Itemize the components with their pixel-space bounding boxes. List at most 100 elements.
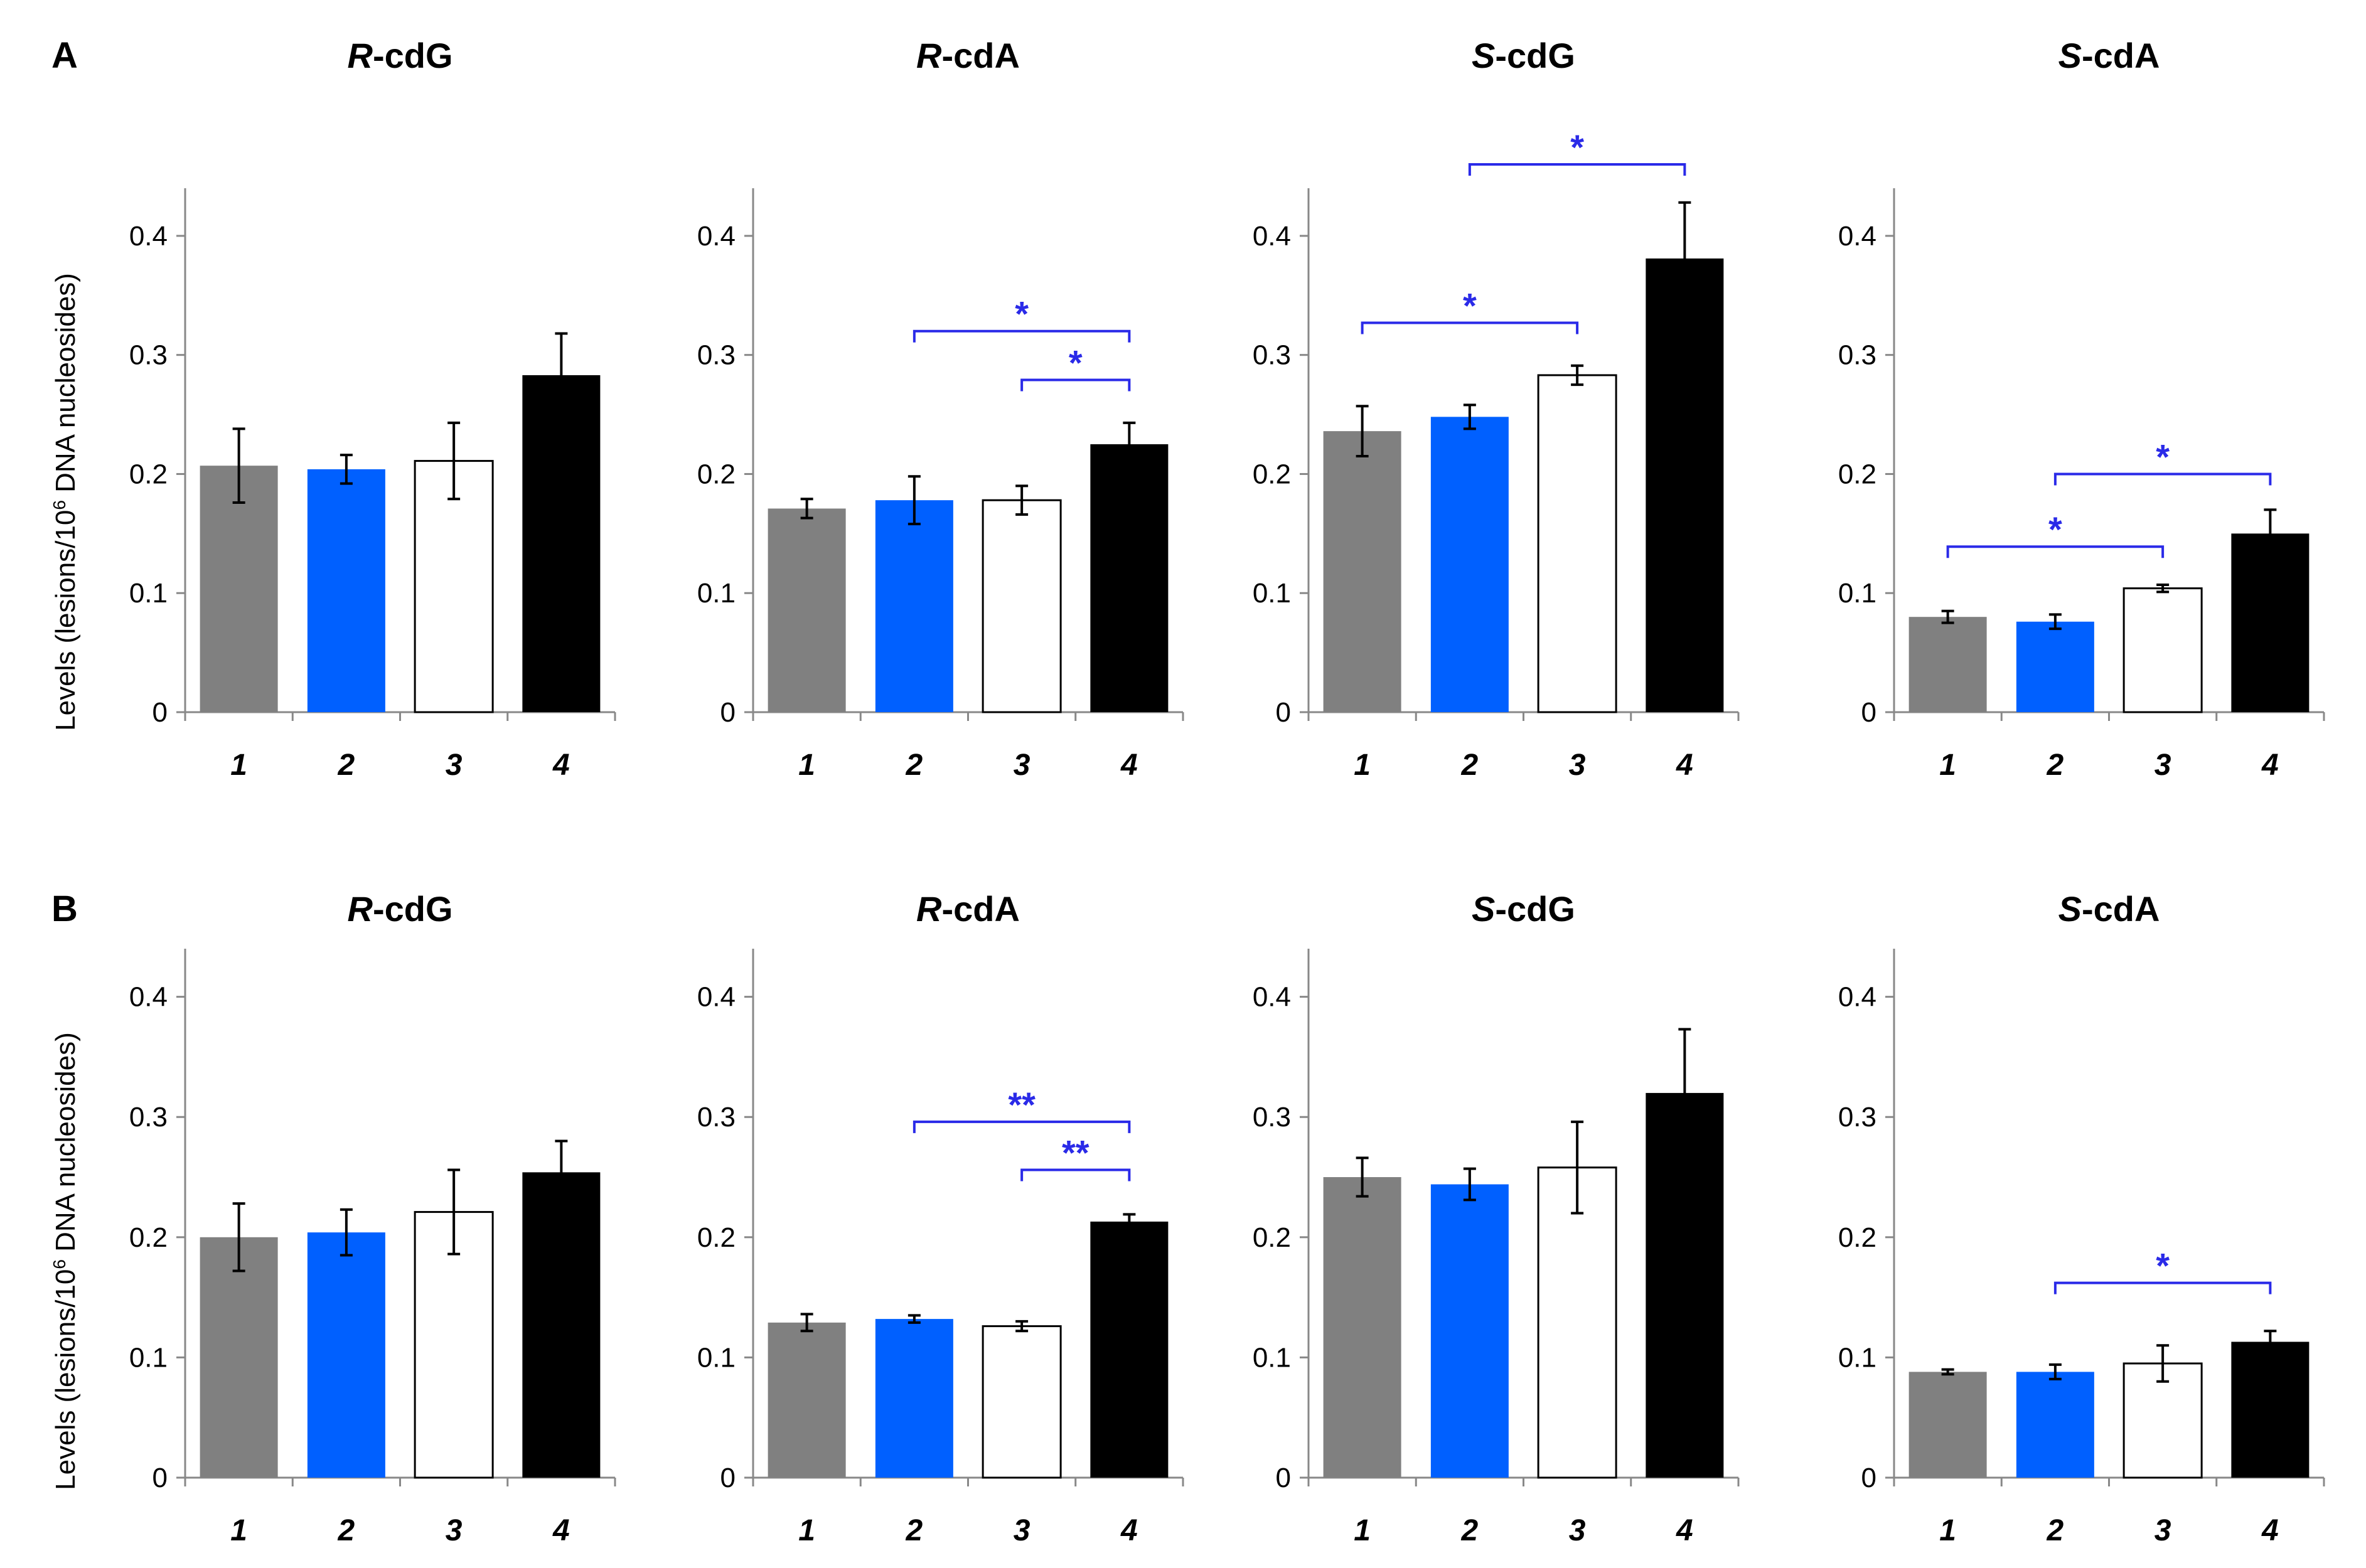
bar-1 bbox=[1323, 431, 1401, 712]
bar-3 bbox=[982, 499, 1062, 713]
significance-marker: * bbox=[2048, 509, 2062, 549]
bar-2 bbox=[1430, 1184, 1509, 1478]
x-category-label: 4 bbox=[552, 749, 570, 782]
x-category-label: 3 bbox=[446, 1514, 463, 1547]
y-tick-label: 0.4 bbox=[697, 221, 736, 252]
bar-4 bbox=[2231, 533, 2310, 712]
chart-b-rcdA: R-cdA 0 0.1 0.2 0.3 0.4 1 2 3 4 ** ** bbox=[697, 889, 1184, 1547]
chart-a-rcdG: R-cdG 0 0.1 0.2 0.3 0.4 1 2 3 4 bbox=[129, 36, 616, 782]
x-category-label: 4 bbox=[2261, 749, 2279, 782]
chart-title-suffix: -cdG bbox=[373, 36, 453, 75]
significance-bracket bbox=[1020, 1168, 1131, 1181]
x-category-label: 3 bbox=[1569, 1514, 1586, 1547]
chart-title-suffix: -cdG bbox=[1495, 889, 1575, 929]
chart-title-prefix: R bbox=[916, 889, 942, 929]
bar-2 bbox=[875, 500, 953, 712]
significance-marker: * bbox=[1570, 127, 1584, 167]
chart-title-suffix: -cdG bbox=[373, 889, 453, 929]
significance-bracket bbox=[1020, 378, 1131, 392]
chart-title-suffix: -cdA bbox=[2082, 889, 2160, 929]
bar-1 bbox=[768, 1322, 846, 1478]
y-tick-label: 0.4 bbox=[129, 221, 168, 252]
x-category-label: 2 bbox=[2047, 749, 2064, 782]
y-tick-label: 0.1 bbox=[697, 1342, 736, 1373]
chart-title: R-cdA bbox=[916, 36, 1020, 75]
bar-2 bbox=[875, 1319, 953, 1478]
bar-3 bbox=[414, 1211, 494, 1479]
chart-title: S-cdA bbox=[2058, 889, 2160, 929]
chart-title-prefix: R bbox=[347, 889, 373, 929]
y-tick-label: 0 bbox=[1861, 697, 1876, 728]
bar-1 bbox=[1323, 1177, 1401, 1478]
y-tick-label: 0 bbox=[153, 697, 168, 728]
y-tick-label: 0 bbox=[1861, 1463, 1876, 1493]
y-tick-label: 0 bbox=[720, 1463, 736, 1493]
x-category-label: 4 bbox=[2261, 1514, 2279, 1547]
x-category-label: 3 bbox=[446, 749, 463, 782]
y-axis-label-a: Levels (lesions/106 DNA nucleosides) bbox=[50, 273, 82, 731]
y-tick-label: 0.4 bbox=[1253, 982, 1291, 1013]
bar-3 bbox=[1537, 1166, 1617, 1479]
bar-1 bbox=[1908, 617, 1987, 712]
chart-title-prefix: R bbox=[916, 36, 942, 75]
x-category-label: 3 bbox=[2155, 749, 2171, 782]
x-category-label: 3 bbox=[1014, 1514, 1030, 1547]
x-category-label: 4 bbox=[1120, 749, 1138, 782]
y-tick-label: 0.1 bbox=[1838, 578, 1876, 609]
x-category-label: 2 bbox=[338, 1514, 355, 1547]
x-category-label: 2 bbox=[1461, 749, 1479, 782]
significance-bracket bbox=[2053, 472, 2272, 486]
significance-marker: ** bbox=[1008, 1085, 1036, 1124]
y-tick-label: 0.1 bbox=[129, 1342, 168, 1373]
y-tick-label: 0.1 bbox=[1253, 1342, 1291, 1373]
bar-4 bbox=[522, 1172, 601, 1478]
x-category-label: 4 bbox=[1120, 1514, 1138, 1547]
y-axis-label-a-main: Levels (lesions/10 bbox=[50, 510, 81, 731]
y-tick-label: 0.3 bbox=[1838, 340, 1876, 371]
chart-title: S-cdG bbox=[1472, 889, 1575, 929]
bar-4 bbox=[1090, 1221, 1169, 1478]
bar-1 bbox=[200, 1237, 278, 1478]
chart-b-rcdG: R-cdG 0 0.1 0.2 0.3 0.4 1 2 3 4 bbox=[129, 889, 616, 1547]
x-category-label: 1 bbox=[230, 1514, 247, 1547]
bar-2 bbox=[2016, 1372, 2094, 1478]
chart-title-suffix: -cdA bbox=[942, 36, 1020, 75]
chart-title-prefix: S bbox=[2058, 36, 2082, 75]
bar-3 bbox=[2122, 587, 2203, 713]
y-tick-label: 0.2 bbox=[1253, 1222, 1291, 1253]
chart-title: R-cdG bbox=[347, 889, 452, 929]
y-tick-label: 0.3 bbox=[697, 340, 736, 371]
bar-1 bbox=[1908, 1372, 1987, 1478]
x-category-label: 4 bbox=[1676, 1514, 1693, 1547]
x-category-label: 1 bbox=[1354, 749, 1371, 782]
y-tick-label: 0.1 bbox=[1838, 1342, 1876, 1373]
x-category-label: 1 bbox=[798, 749, 815, 782]
y-tick-label: 0.4 bbox=[697, 982, 736, 1013]
x-category-label: 2 bbox=[906, 1514, 923, 1547]
chart-title: S-cdG bbox=[1472, 36, 1575, 75]
x-category-label: 1 bbox=[230, 749, 247, 782]
x-category-label: 4 bbox=[552, 1514, 570, 1547]
x-category-label: 2 bbox=[1461, 1514, 1479, 1547]
significance-marker: * bbox=[2156, 437, 2170, 476]
chart-title-prefix: R bbox=[347, 36, 373, 75]
chart-a-scdA: S-cdA 0 0.1 0.2 0.3 0.4 1 2 3 4 * * bbox=[1838, 36, 2325, 782]
bar-3 bbox=[982, 1325, 1062, 1479]
y-tick-label: 0.3 bbox=[1838, 1102, 1876, 1133]
y-tick-label: 0.1 bbox=[697, 578, 736, 609]
y-tick-label: 0.4 bbox=[1838, 982, 1876, 1013]
chart-title-suffix: -cdA bbox=[942, 889, 1020, 929]
chart-b-scdA: S-cdA 0 0.1 0.2 0.3 0.4 1 2 3 4 * bbox=[1838, 889, 2325, 1547]
y-tick-label: 0.2 bbox=[129, 459, 168, 489]
y-axis-label-b: Levels (lesions/106 DNA nucleosides) bbox=[50, 1032, 82, 1490]
panel-letter-b: B bbox=[51, 888, 78, 929]
x-category-label: 4 bbox=[1676, 749, 1693, 782]
bar-3 bbox=[1537, 374, 1617, 713]
y-axis-label-b-end: DNA nucleosides) bbox=[50, 1032, 81, 1259]
chart-title-prefix: S bbox=[2058, 889, 2082, 929]
x-category-label: 3 bbox=[1014, 749, 1030, 782]
significance-bracket bbox=[1946, 545, 2165, 558]
y-tick-label: 0.3 bbox=[129, 1102, 168, 1133]
significance-bracket bbox=[913, 1120, 1131, 1133]
